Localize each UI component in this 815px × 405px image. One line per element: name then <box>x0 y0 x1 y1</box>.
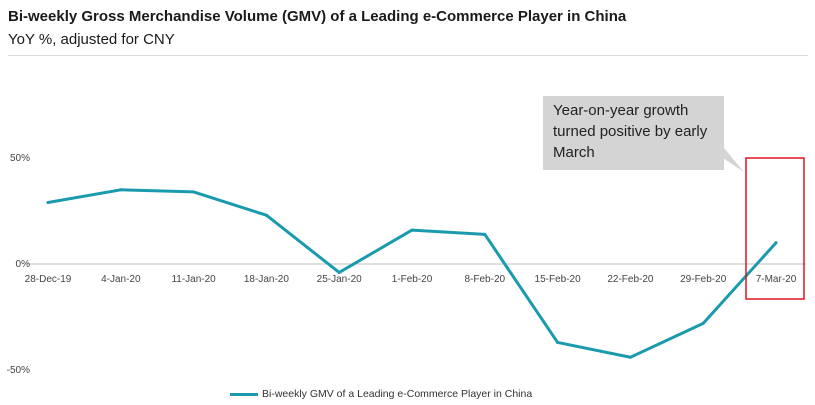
chart-subtitle: YoY %, adjusted for CNY <box>8 31 175 48</box>
x-tick-label: 11-Jan-20 <box>171 274 216 285</box>
highlight-box <box>745 157 805 300</box>
y-tick-label: 0% <box>16 259 31 270</box>
legend: Bi-weekly GMV of a Leading e-Commerce Pl… <box>230 388 532 400</box>
data-point <box>556 340 560 344</box>
callout-box: Year-on-year growth turned positive by e… <box>543 96 724 170</box>
x-tick-label: 1-Feb-20 <box>392 274 433 285</box>
x-tick-label: 28-Dec-19 <box>25 274 72 285</box>
legend-swatch <box>230 392 258 396</box>
x-tick-label: 22-Feb-20 <box>607 274 654 285</box>
data-point <box>774 241 778 245</box>
y-tick-label: 50% <box>10 153 30 164</box>
x-tick-label: 29-Feb-20 <box>680 274 727 285</box>
x-tick-label: 4-Jan-20 <box>101 274 141 285</box>
data-point <box>119 188 123 192</box>
x-tick-label: 8-Feb-20 <box>465 274 506 285</box>
data-point <box>192 190 196 194</box>
data-point <box>483 232 487 236</box>
x-tick-label: 15-Feb-20 <box>535 274 582 285</box>
y-tick-label: -50% <box>7 365 30 376</box>
x-tick-label: 18-Jan-20 <box>244 274 289 285</box>
data-point <box>410 228 414 232</box>
x-tick-label: 7-Mar-20 <box>756 274 797 285</box>
title-divider <box>8 55 808 56</box>
data-point <box>46 201 50 205</box>
x-tick-label: 25-Jan-20 <box>317 274 362 285</box>
data-point <box>628 355 632 359</box>
legend-label: Bi-weekly GMV of a Leading e-Commerce Pl… <box>262 388 533 400</box>
data-point <box>264 213 268 217</box>
data-point <box>701 321 705 325</box>
data-point <box>337 270 341 274</box>
chart-title: Bi-weekly Gross Merchandise Volume (GMV)… <box>8 8 627 25</box>
